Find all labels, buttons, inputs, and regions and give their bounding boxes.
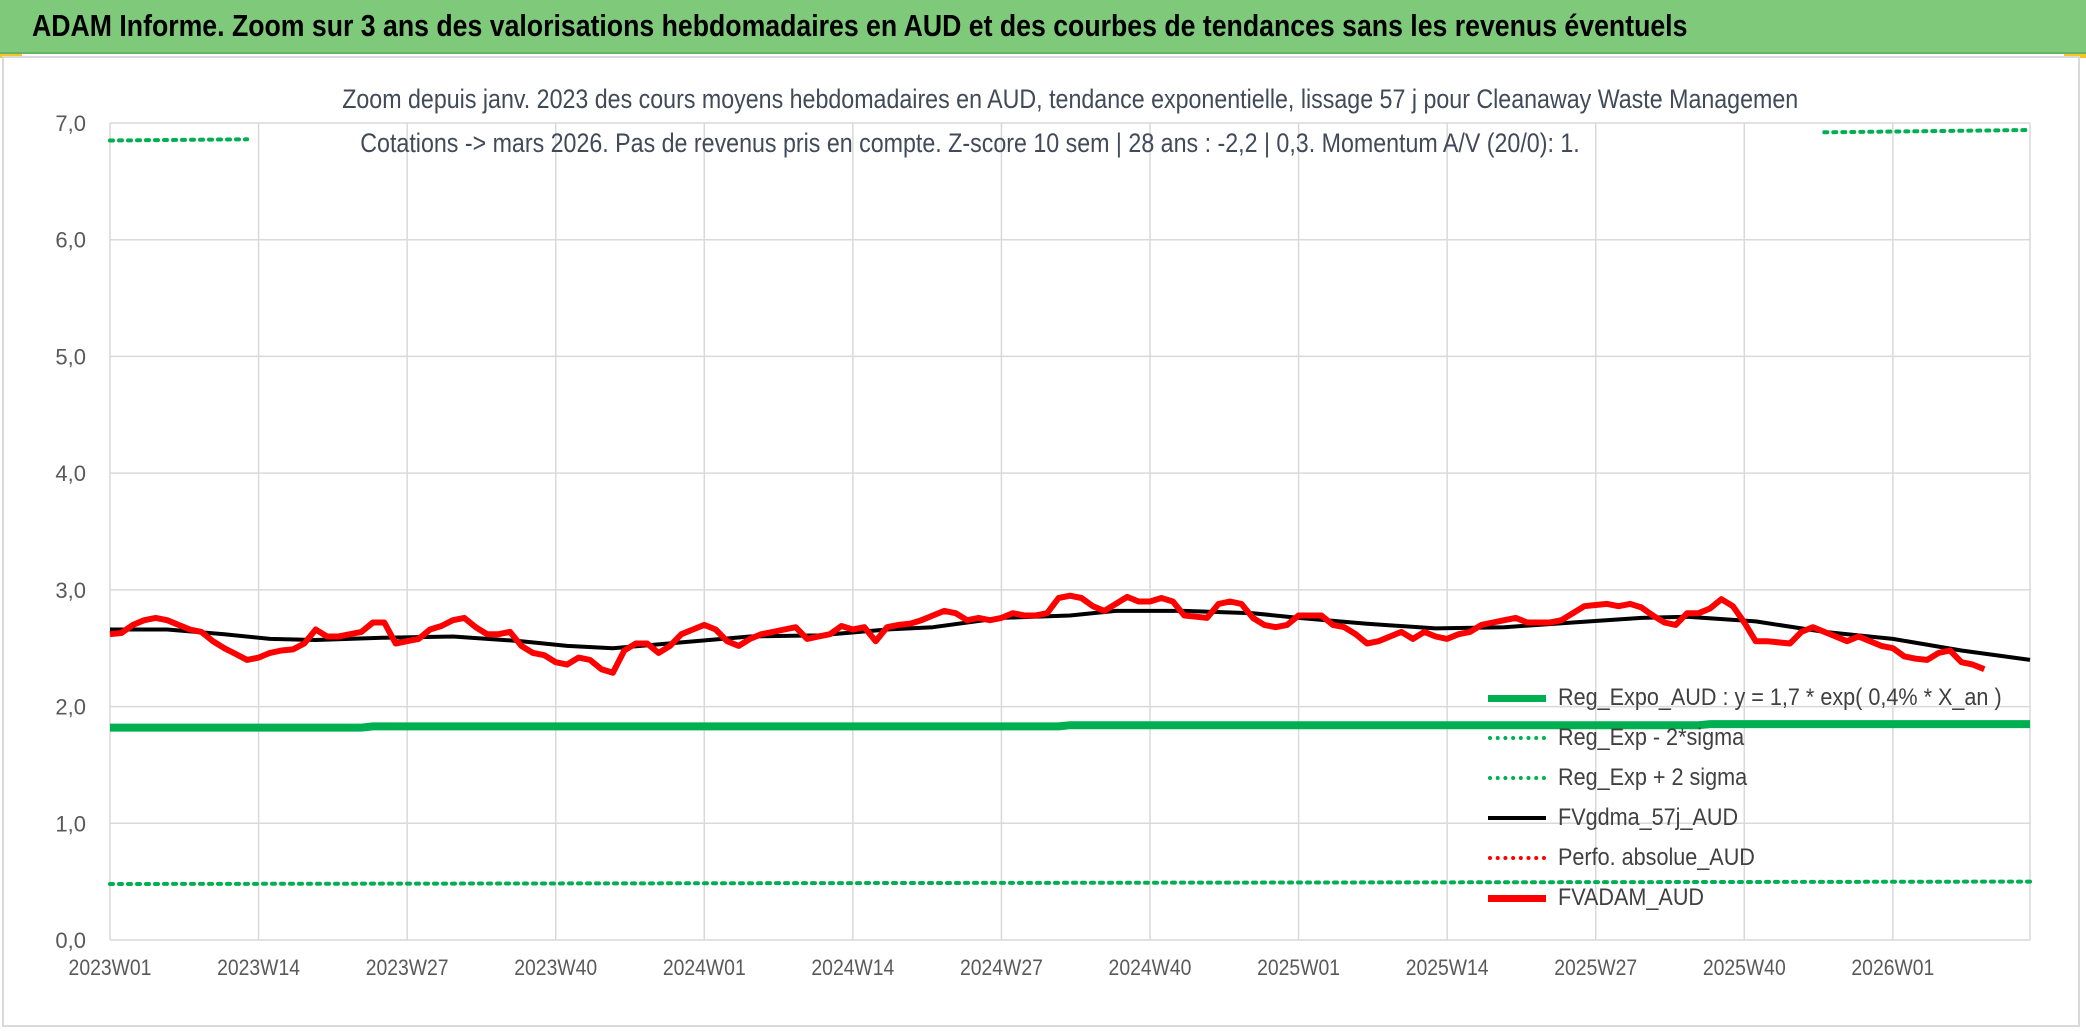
legend-label: Reg_Expo_AUD : y = 1,7 * exp( 0,4% * X_a… (1558, 684, 2002, 711)
report-title: ADAM Informe. Zoom sur 3 ans des valoris… (32, 8, 1688, 43)
chart-title-line1: Zoom depuis janv. 2023 des cours moyens … (342, 84, 1799, 114)
series-line-reg_plus (1822, 128, 2032, 135)
legend-label: Reg_Exp + 2 sigma (1558, 764, 1748, 791)
x-tick-label: 2023W01 (69, 956, 152, 980)
legend-item: Reg_Exp - 2*sigma (1488, 718, 2048, 758)
y-tick-label: 3,0 (55, 578, 86, 603)
y-tick-label: 7,0 (55, 111, 86, 136)
series-line-fvadam (109, 592, 1986, 676)
series-line-reg_plus (108, 137, 250, 143)
y-tick-label: 6,0 (55, 228, 86, 253)
y-tick-label: 4,0 (55, 461, 86, 486)
legend-item: FVADAM_AUD (1488, 878, 2048, 918)
legend-swatch (1488, 694, 1546, 702)
legend-label: Perfo. absolue_AUD (1558, 844, 1755, 871)
legend-swatch (1488, 736, 1546, 740)
y-tick-label: 1,0 (55, 811, 86, 836)
y-tick-label: 2,0 (55, 695, 86, 720)
legend-label: Reg_Exp - 2*sigma (1558, 724, 1745, 751)
x-tick-label: 2025W01 (1257, 956, 1340, 980)
legend-item: Perfo. absolue_AUD (1488, 838, 2048, 878)
x-tick-label: 2023W27 (366, 956, 449, 980)
legend-swatch (1488, 856, 1546, 860)
chart-legend: Reg_Expo_AUD : y = 1,7 * exp( 0,4% * X_a… (1488, 678, 2048, 918)
report-banner: ADAM Informe. Zoom sur 3 ans des valoris… (0, 0, 2086, 54)
x-tick-label: 2024W40 (1109, 956, 1192, 980)
x-tick-label: 2025W27 (1554, 956, 1637, 980)
chart-frame (2, 56, 2080, 1027)
x-tick-label: 2024W14 (811, 956, 894, 980)
legend-swatch (1488, 776, 1546, 780)
legend-item: FVgdma_57j_AUD (1488, 798, 2048, 838)
legend-label: FVADAM_AUD (1558, 884, 1705, 911)
series-line-reg_minus (108, 879, 2032, 886)
legend-swatch (1488, 816, 1546, 820)
x-tick-label: 2023W40 (514, 956, 597, 980)
y-tick-label: 5,0 (55, 344, 86, 369)
series-line-reg_expo (110, 720, 2030, 732)
x-tick-label: 2024W27 (960, 956, 1043, 980)
x-tick-label: 2026W01 (1851, 956, 1934, 980)
x-tick-label: 2024W01 (663, 956, 746, 980)
chart-title-line2: Cotations -> mars 2026. Pas de revenus p… (360, 128, 1580, 158)
y-tick-label: 0,0 (55, 928, 86, 953)
legend-swatch (1488, 894, 1546, 902)
legend-item: Reg_Expo_AUD : y = 1,7 * exp( 0,4% * X_a… (1488, 678, 2048, 718)
legend-label: FVgdma_57j_AUD (1558, 804, 1739, 831)
x-tick-label: 2025W14 (1406, 956, 1489, 980)
legend-item: Reg_Exp + 2 sigma (1488, 758, 2048, 798)
x-tick-label: 2023W14 (217, 956, 300, 980)
x-tick-label: 2025W40 (1703, 956, 1786, 980)
